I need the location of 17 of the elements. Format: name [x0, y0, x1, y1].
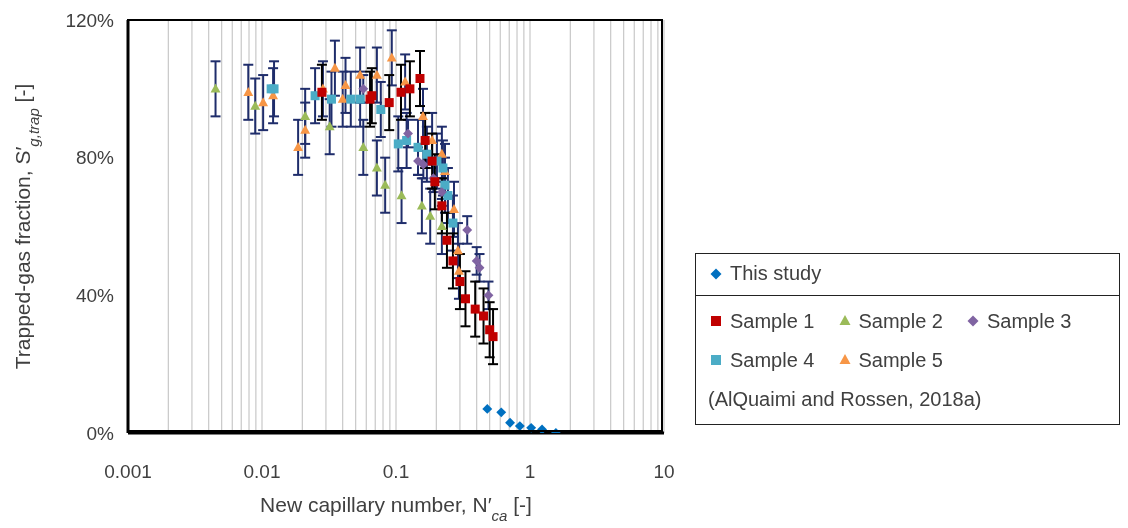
x-tick-label: 10: [653, 461, 675, 483]
x-axis-title: New capillary number, N′$_{ca}$ [-]: [260, 493, 532, 524]
x-tick-label: 1: [524, 461, 536, 483]
legend-label: Sample 4: [730, 347, 815, 373]
x-tick-label: 0.01: [243, 461, 281, 483]
y-tick-label: 80%: [75, 147, 115, 169]
y-tick-label: 120%: [65, 9, 115, 31]
text: (AlQuaimi and Rossen, 2018a): [708, 386, 983, 412]
legend-label: Sample 2: [858, 308, 943, 334]
y-tick-label: 0%: [86, 422, 115, 444]
legend-label: This study: [730, 262, 822, 285]
legend-label: Sample 5: [858, 347, 943, 373]
x-tick-label: 0.001: [104, 461, 152, 483]
x-tick-label: 0.1: [382, 461, 410, 483]
legend-label: Sample 3: [987, 308, 1072, 334]
y-tick-label: 40%: [75, 285, 115, 307]
legend-label: Sample 1: [730, 308, 815, 334]
